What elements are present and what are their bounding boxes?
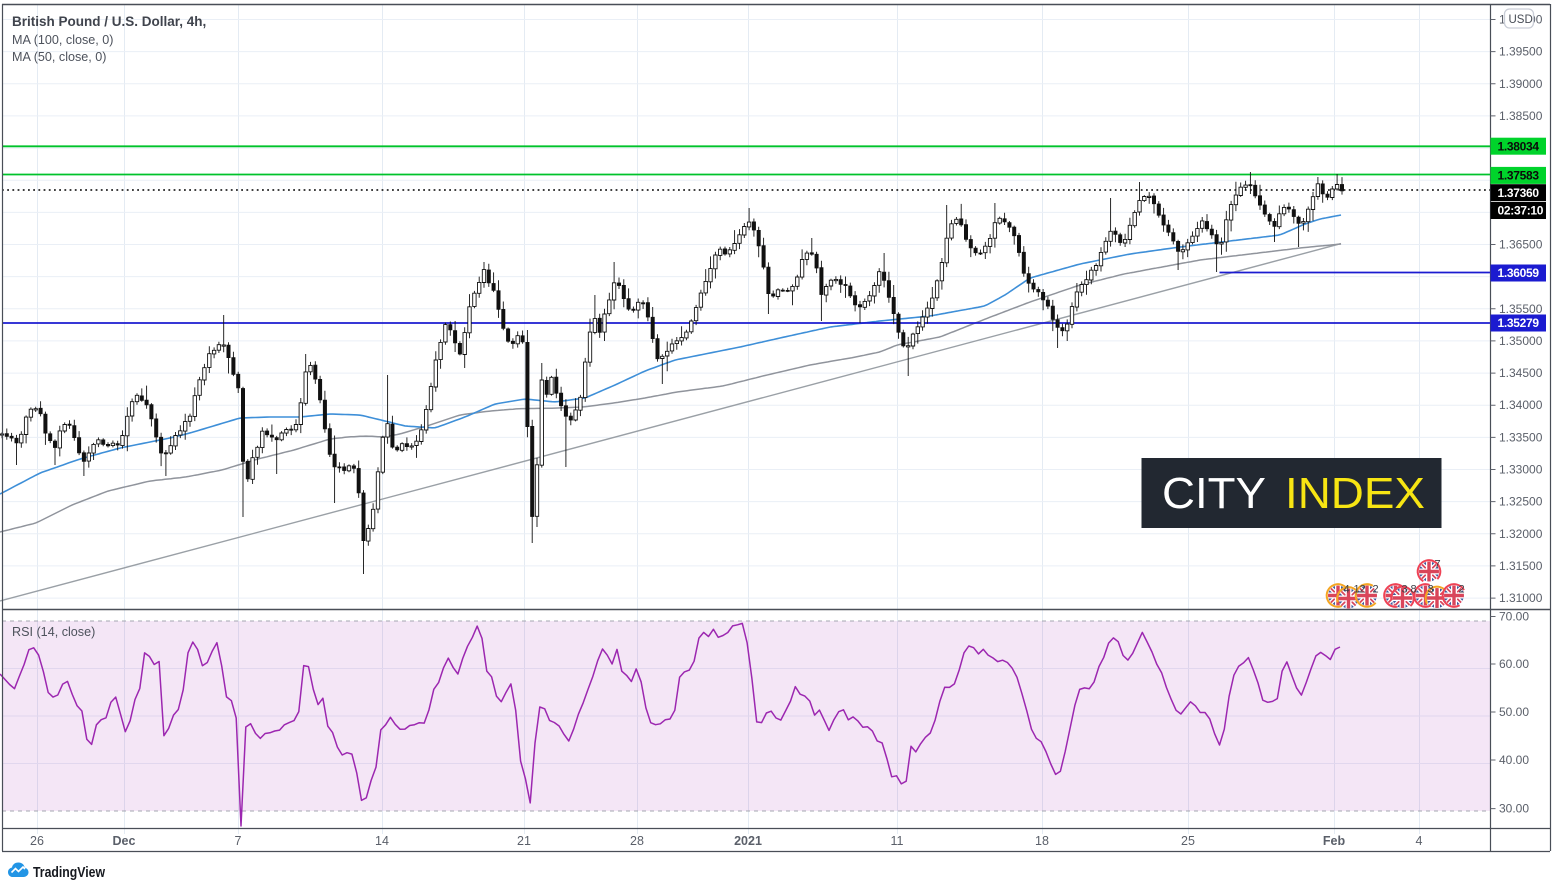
svg-text:MA (50, close, 0): MA (50, close, 0) (12, 50, 107, 64)
svg-text:1.33500: 1.33500 (1499, 430, 1543, 444)
svg-text:RSI (14, close): RSI (14, close) (12, 625, 95, 639)
svg-text:1.35000: 1.35000 (1499, 334, 1543, 348)
svg-text:INDEX: INDEX (1285, 469, 1425, 518)
svg-text:TradingView: TradingView (33, 865, 106, 881)
svg-text:30.00: 30.00 (1499, 802, 1529, 816)
svg-text:1.31000: 1.31000 (1499, 591, 1543, 605)
svg-text:3: 3 (1428, 584, 1434, 596)
svg-text:40.00: 40.00 (1499, 753, 1529, 767)
svg-text:Dec: Dec (113, 834, 136, 848)
svg-text:1.34000: 1.34000 (1499, 398, 1543, 412)
svg-text:14: 14 (375, 834, 389, 848)
svg-text:1.32500: 1.32500 (1499, 495, 1543, 509)
svg-text:1.35279: 1.35279 (1498, 316, 1540, 330)
svg-text:1.39500: 1.39500 (1499, 45, 1543, 59)
svg-text:1.32000: 1.32000 (1499, 527, 1543, 541)
svg-text:4: 4 (1344, 584, 1350, 596)
svg-text:18: 18 (1035, 834, 1049, 848)
svg-text:4: 4 (1416, 834, 1423, 848)
svg-text:1.37583: 1.37583 (1498, 169, 1540, 183)
svg-text:70.00: 70.00 (1499, 610, 1529, 624)
svg-text:7: 7 (1435, 559, 1441, 571)
svg-text:1.38034: 1.38034 (1498, 139, 1540, 153)
svg-text:50.00: 50.00 (1499, 705, 1529, 719)
svg-text:1.33000: 1.33000 (1499, 463, 1543, 477)
svg-text:26: 26 (30, 834, 44, 848)
svg-text:Feb: Feb (1323, 834, 1346, 848)
svg-text:1.36500: 1.36500 (1499, 238, 1543, 252)
svg-text:12: 12 (1354, 584, 1366, 596)
svg-text:1.37360: 1.37360 (1498, 186, 1540, 200)
svg-text:1.31500: 1.31500 (1499, 559, 1543, 573)
svg-text:British Pound / U.S. Dollar, 4: British Pound / U.S. Dollar, 4h, (12, 14, 206, 29)
svg-text:11: 11 (891, 834, 904, 848)
svg-text:25: 25 (1181, 834, 1195, 848)
svg-text:7: 7 (235, 834, 242, 848)
svg-text:1.36059: 1.36059 (1498, 266, 1540, 280)
svg-text:2021: 2021 (734, 834, 762, 848)
svg-text:3: 3 (1402, 584, 1408, 596)
svg-text:1.38500: 1.38500 (1499, 109, 1543, 123)
svg-text:8: 8 (1411, 584, 1417, 596)
svg-text:02:37:10: 02:37:10 (1498, 204, 1544, 218)
svg-text:MA (100, close, 0): MA (100, close, 0) (12, 33, 114, 47)
svg-text:USD: USD (1509, 14, 1533, 26)
svg-text:28: 28 (630, 834, 644, 848)
svg-text:21: 21 (517, 834, 531, 848)
svg-text:60.00: 60.00 (1499, 657, 1529, 671)
svg-text:CITY: CITY (1162, 469, 1266, 518)
svg-text:2: 2 (1459, 584, 1465, 596)
svg-text:1.35500: 1.35500 (1499, 302, 1543, 316)
svg-text:1.39000: 1.39000 (1499, 77, 1543, 91)
svg-text:2: 2 (1373, 584, 1379, 596)
svg-text:1.34500: 1.34500 (1499, 366, 1543, 380)
